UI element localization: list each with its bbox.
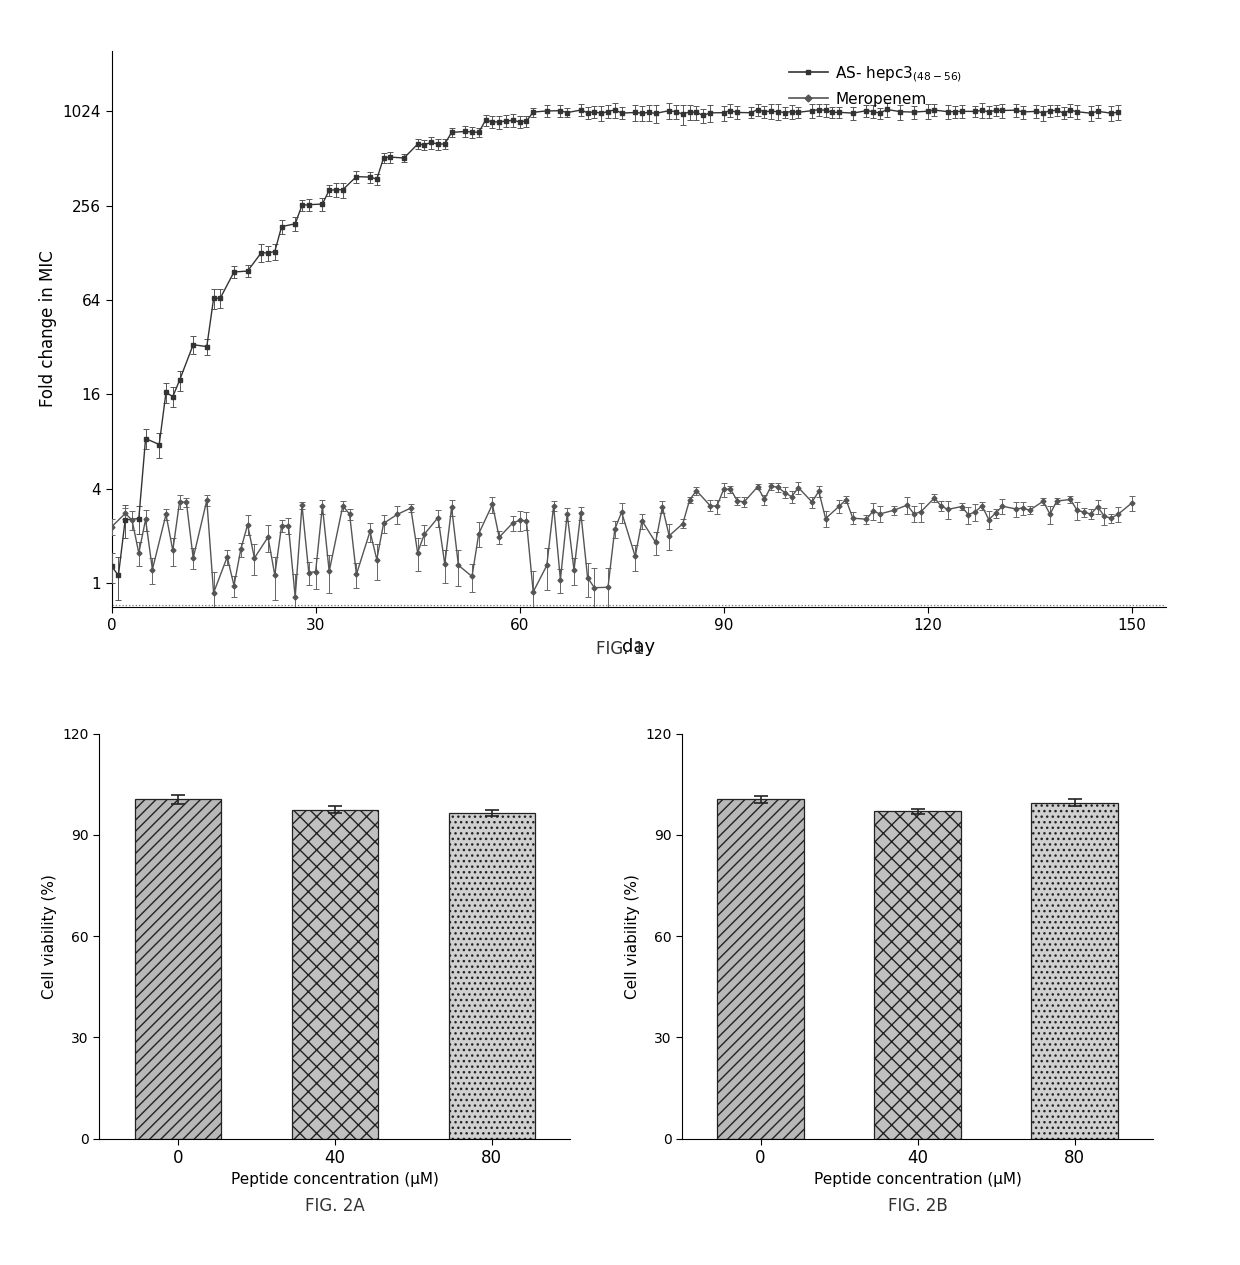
X-axis label: Peptide concentration (μM): Peptide concentration (μM) <box>231 1173 439 1188</box>
Text: FIG. 1: FIG. 1 <box>595 640 645 658</box>
Bar <box>717 799 804 1138</box>
Bar <box>874 811 961 1138</box>
Bar <box>449 813 534 1138</box>
Legend: AS- hepc3$_{\mathregular{(48-56)}}$, Meropenem: AS- hepc3$_{\mathregular{(48-56)}}$, Mer… <box>784 58 968 113</box>
X-axis label: day: day <box>622 638 655 657</box>
Bar <box>135 799 221 1138</box>
Bar <box>291 810 378 1138</box>
Y-axis label: Cell viability (%): Cell viability (%) <box>42 874 57 998</box>
Text: FIG. 2A: FIG. 2A <box>305 1197 365 1214</box>
Y-axis label: Fold change in MIC: Fold change in MIC <box>40 250 57 407</box>
Bar <box>1032 803 1118 1138</box>
Y-axis label: Cell viability (%): Cell viability (%) <box>625 874 640 998</box>
Text: FIG. 2B: FIG. 2B <box>888 1197 947 1214</box>
X-axis label: Peptide concentration (μM): Peptide concentration (μM) <box>813 1173 1022 1188</box>
